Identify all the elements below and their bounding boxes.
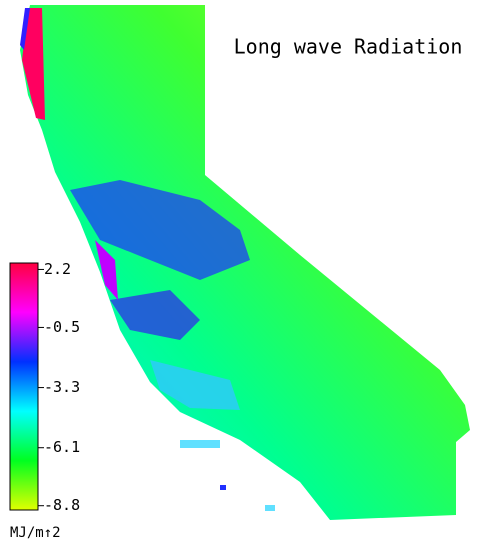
colorbar-tick-label: -3.3 (44, 378, 80, 396)
colorbar-tick-label: -6.1 (44, 438, 80, 456)
colorbar-tick-label: -0.5 (44, 318, 80, 336)
colorbar-unit: MJ/m↑2 (10, 525, 61, 541)
colorbar-tick-label: -8.8 (44, 496, 80, 514)
colorbar (9, 262, 39, 511)
colorbar-tick-label: 2.2 (44, 260, 71, 278)
title: Long wave Radiation (234, 35, 463, 59)
california (20, 5, 470, 520)
